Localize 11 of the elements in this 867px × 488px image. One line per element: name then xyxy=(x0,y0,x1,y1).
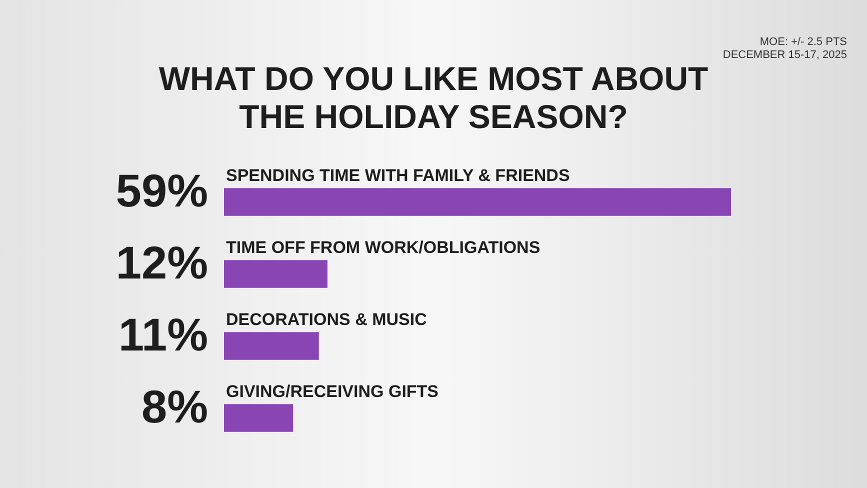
data-label: 8% xyxy=(142,380,208,433)
y-tick-label: TIME OFF FROM WORK/OBLIGATIONS xyxy=(226,238,540,257)
data-label: 11% xyxy=(118,308,208,361)
text: MOE: +/- 2.5 PTS xyxy=(758,36,847,49)
y-tick-label: DECORATIONS & MUSIC xyxy=(226,310,427,329)
text: DECEMBER 15-17, 2025 xyxy=(722,49,847,62)
data-label: 12% xyxy=(116,236,208,289)
y-tick-label: GIVING/RECEIVING GIFTS xyxy=(226,382,439,401)
data-label: 59% xyxy=(116,164,208,217)
chart-title: WHAT DO YOU LIKE MOST ABOUT THE HOLIDAY SEASON? xyxy=(158,60,710,136)
y-tick-label: SPENDING TIME WITH FAMILY & FRIENDS xyxy=(226,166,570,185)
